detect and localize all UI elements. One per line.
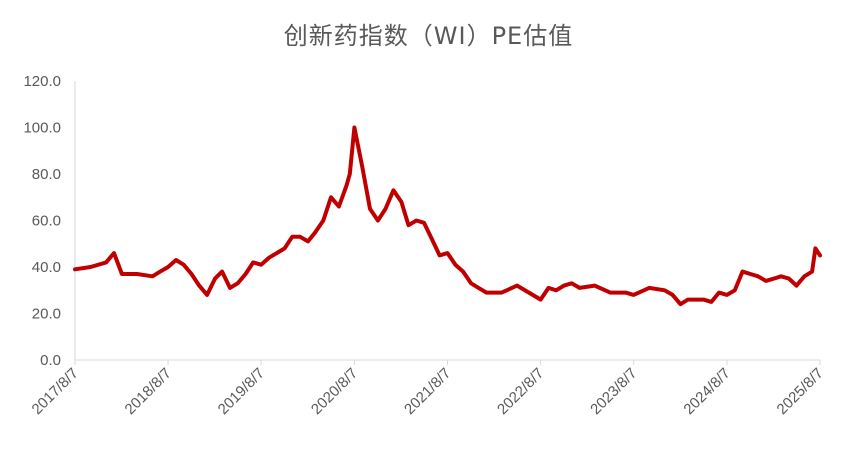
x-tick-label: 2019/8/7 <box>215 365 268 418</box>
x-tick-label: 2021/8/7 <box>401 365 454 418</box>
y-tick-label: 120.0 <box>23 73 61 90</box>
y-tick-label: 100.0 <box>23 120 61 137</box>
pe-series-line <box>73 125 822 307</box>
y-tick-label: 60.0 <box>32 213 61 230</box>
x-tick-label: 2025/8/7 <box>774 365 827 418</box>
x-tick-label: 2023/8/7 <box>587 365 640 418</box>
y-tick-label: 80.0 <box>32 166 61 183</box>
series-layer <box>73 125 822 307</box>
x-tick-label: 2022/8/7 <box>494 365 547 418</box>
y-tick-label: 40.0 <box>32 259 61 276</box>
y-tick-label: 20.0 <box>32 306 61 323</box>
x-tick-labels: 2017/8/7 2018/8/7 2019/8/7 2020/8/7 2021/8/7… <box>29 365 827 418</box>
axes <box>74 81 821 365</box>
x-tick-label: 2020/8/7 <box>308 365 361 418</box>
x-tick-label: 2018/8/7 <box>122 365 175 418</box>
x-tick-label: 2017/8/7 <box>29 365 82 418</box>
chart-title: 创新药指数（WI）PE估值 <box>283 22 574 50</box>
y-tick-label: 0.0 <box>40 352 61 369</box>
x-tick-label: 2024/8/7 <box>680 365 733 418</box>
y-tick-labels: 0.0 20.0 40.0 60.0 80.0 100.0 120.0 <box>23 73 61 369</box>
